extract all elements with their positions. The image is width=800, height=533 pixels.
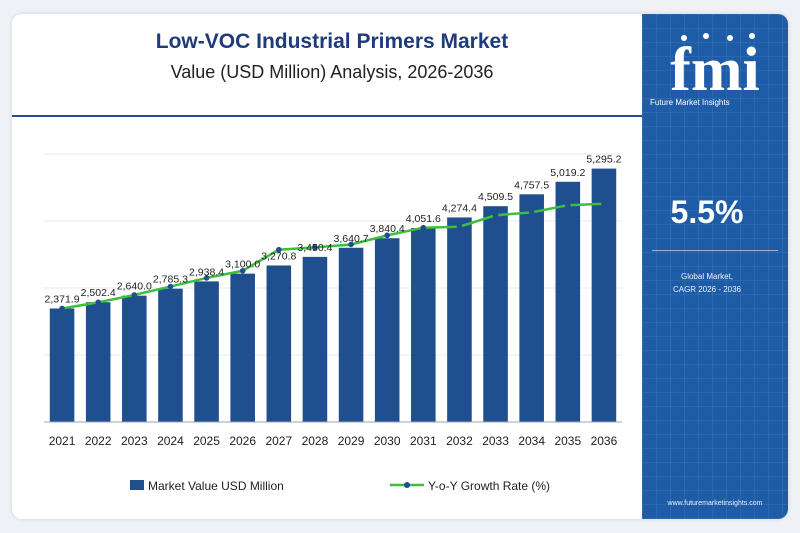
growth-marker-2024: [167, 283, 174, 290]
value-label-2032: 4,274.4: [442, 202, 477, 214]
x-tick-label-2026: 2026: [229, 434, 256, 448]
growth-marker-2034: [528, 209, 535, 216]
bar-2028: [302, 256, 328, 422]
logo-tagline: Future Market Insights: [650, 98, 730, 107]
bar-2022: [85, 302, 111, 422]
growth-marker-2030: [384, 232, 390, 239]
website-link[interactable]: www.futuremarketinsights.com: [667, 500, 763, 507]
value-label-2029: 3,640.7: [334, 233, 369, 245]
growth-marker-2035: [565, 202, 571, 209]
chart-subtitle: Value (USD Million) Analysis, 2026-2036: [170, 62, 494, 82]
x-tick-label-2025: 2025: [193, 434, 220, 448]
bar-2025: [194, 281, 219, 422]
chart-title: Low-VOC Industrial Primers Market: [155, 30, 509, 53]
x-tick-label-2030: 2030: [374, 434, 401, 448]
bar-2033: [483, 206, 508, 422]
logo-figures-icon: [681, 33, 755, 41]
legend-line-marker: [404, 482, 410, 488]
bar-2024: [158, 288, 183, 422]
cagr-label-line1: Global Market,: [680, 272, 734, 281]
fmi-logo: fmi: [670, 33, 760, 104]
value-label-2027: 3,270.8: [261, 250, 296, 262]
bar-2021: [49, 308, 75, 422]
market-chart: 2,371.92,502.42,640.02,785.32,938.43,100…: [44, 153, 622, 493]
value-label-2023: 2,640.0: [117, 281, 152, 293]
value-label-2031: 4,051.6: [406, 213, 441, 225]
value-label-2021: 2,371.9: [45, 293, 80, 305]
title-divider: [12, 115, 644, 117]
x-tick-label-2024: 2024: [157, 434, 184, 448]
x-tick-label-2035: 2035: [554, 434, 581, 448]
x-tick-label-2033: 2033: [482, 434, 509, 448]
chart-card: Low-VOC Industrial Primers Market Value …: [12, 14, 788, 519]
growth-marker-2036: [601, 200, 607, 207]
growth-marker-2025: [203, 275, 210, 281]
legend-line-label: Y-o-Y Growth Rate (%): [428, 479, 550, 493]
bar-2029: [338, 247, 364, 422]
bar-2026: [230, 273, 255, 422]
panel-divider: [652, 250, 778, 251]
value-label-2035: 5,019.2: [550, 167, 585, 179]
growth-marker-2027: [276, 246, 282, 253]
x-tick-label-2029: 2029: [338, 434, 365, 448]
value-label-2025: 2,938.4: [189, 266, 224, 278]
side-panel: fmi Future Market Insights 5.5% Global M…: [642, 14, 788, 519]
value-label-2036: 5,295.2: [586, 154, 621, 166]
growth-marker-2021: [59, 305, 65, 312]
growth-line: [61, 202, 604, 310]
growth-marker-2031: [420, 224, 427, 231]
growth-marker-2029: [348, 241, 354, 248]
growth-marker-2026: [239, 267, 246, 274]
x-tick-label-2023: 2023: [121, 434, 148, 448]
x-tick-label-2028: 2028: [302, 434, 329, 448]
growth-marker-2033: [492, 212, 499, 219]
value-label-2033: 4,509.5: [478, 191, 513, 203]
growth-marker-2022: [95, 299, 101, 306]
growth-marker-2023: [131, 292, 138, 298]
legend-bar-label: Market Value USD Million: [148, 479, 284, 493]
cagr-label-line2: CAGR 2026 - 2036: [672, 285, 742, 294]
x-tick-label-2031: 2031: [410, 434, 437, 448]
x-tick-label-2027: 2027: [265, 434, 292, 448]
bar-2036: [591, 168, 617, 422]
bar-2030: [374, 238, 400, 422]
bar-2031: [411, 228, 436, 422]
value-label-2024: 2,785.3: [153, 274, 188, 286]
bar-2032: [447, 217, 472, 422]
bar-2035: [555, 181, 581, 422]
x-tick-label-2021: 2021: [49, 434, 76, 448]
bar-2034: [519, 194, 544, 422]
x-tick-label-2034: 2034: [518, 434, 545, 448]
cagr-value: 5.5%: [670, 194, 744, 230]
x-tick-label-2022: 2022: [85, 434, 112, 448]
growth-marker-2028: [312, 244, 318, 251]
value-label-2030: 3,840.4: [370, 223, 405, 235]
logo-wordmark: fmi: [670, 36, 760, 104]
value-label-2034: 4,757.5: [514, 179, 549, 191]
value-label-2028: 3,450.4: [297, 242, 332, 254]
bar-2023: [122, 295, 147, 422]
value-label-2026: 3,100.0: [225, 259, 260, 271]
cagr-label: Global Market, CAGR 2026 - 2036: [642, 270, 772, 296]
value-label-2022: 2,502.4: [81, 287, 116, 299]
x-tick-label-2032: 2032: [446, 434, 473, 448]
growth-marker-2032: [456, 223, 463, 230]
x-tick-label-2036: 2036: [591, 434, 618, 448]
bar-2027: [266, 265, 292, 422]
legend-bar-swatch: [130, 480, 144, 490]
